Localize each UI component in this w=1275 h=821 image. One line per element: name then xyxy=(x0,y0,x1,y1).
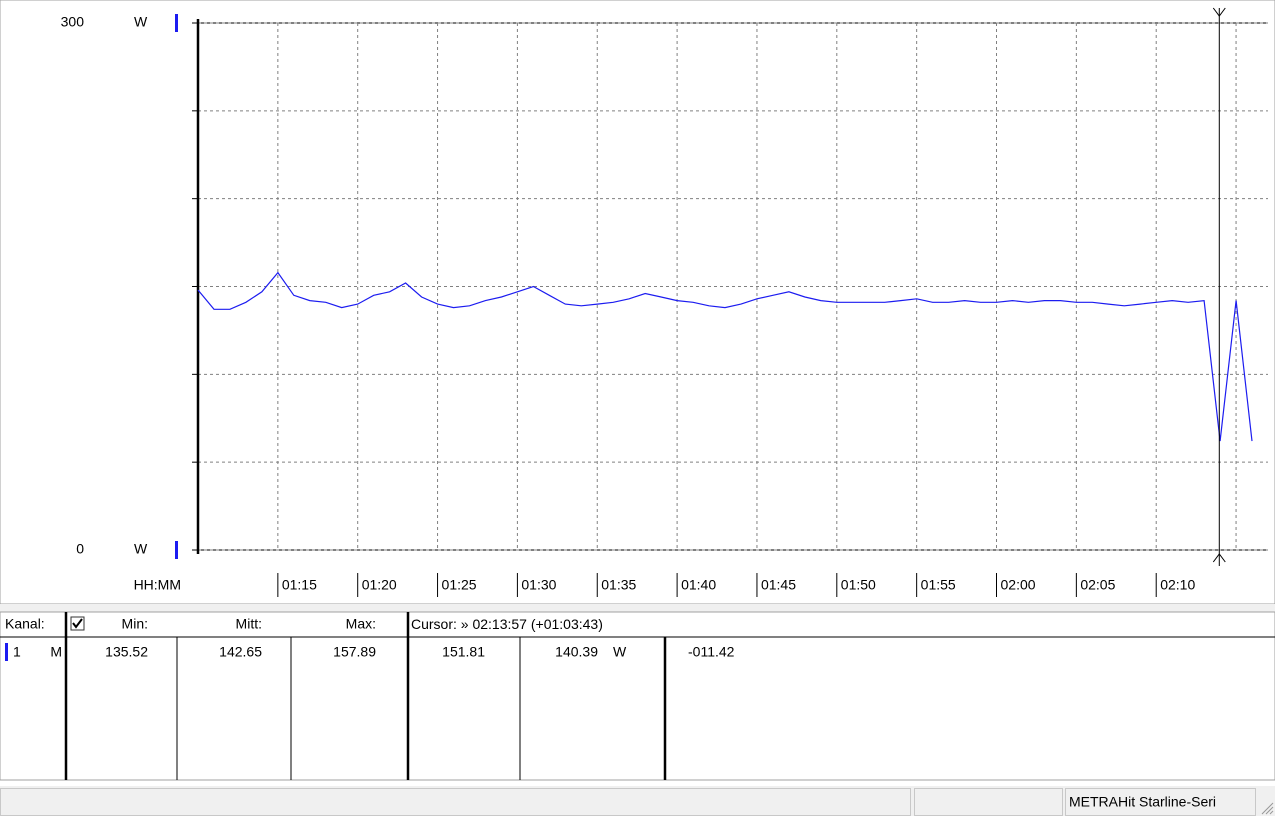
x-tick-label: 01:55 xyxy=(921,577,956,593)
resize-grip[interactable] xyxy=(1261,802,1274,815)
cursor-handle-bottom xyxy=(1212,553,1226,563)
y-tick-label: 0 xyxy=(76,541,84,557)
header-min: Min: xyxy=(122,616,148,632)
cell-max: 157.89 xyxy=(333,644,376,660)
plot: 0 W 300 W 01:15 01:20 01:25 01:30 01:35 01:40 01:4… xyxy=(61,7,1268,597)
x-tick-label: 01:20 xyxy=(362,577,397,593)
checkmark xyxy=(72,618,83,629)
y-tick-label: 300 xyxy=(61,14,85,30)
cell-mode: M xyxy=(50,644,62,660)
channel-color xyxy=(5,643,8,661)
x-tick-label: 01:35 xyxy=(601,577,636,593)
header-mean: Mitt: xyxy=(236,616,262,632)
chart-panel xyxy=(0,0,1275,605)
cell-mean: 142.65 xyxy=(219,644,262,660)
cursor-time: 02:13:57 xyxy=(472,616,527,632)
header-max: Max: xyxy=(346,616,376,632)
x-tick-label: 01:40 xyxy=(681,577,716,593)
cursor-handle-top xyxy=(1212,7,1226,17)
x-tick-label: 01:50 xyxy=(841,577,876,593)
x-tick-label: 02:10 xyxy=(1160,577,1195,593)
header-cursor: Cursor: » 02:13:57 (+01:03:43) xyxy=(411,616,603,632)
cell-unit: W xyxy=(613,644,627,660)
cell-difference: -011.42 xyxy=(688,644,735,660)
y-unit: W xyxy=(134,14,148,30)
x-axis-label: HH:MM xyxy=(134,577,181,593)
y-unit: W xyxy=(134,541,148,557)
data-line xyxy=(197,271,1253,442)
x-tick-label: 02:05 xyxy=(1080,577,1115,593)
x-tick-label: 02:00 xyxy=(1001,577,1036,593)
splitter xyxy=(0,604,1275,612)
x-tick-label: 01:45 xyxy=(761,577,796,593)
cursor-label: Cursor: » xyxy=(411,616,469,632)
cell-channel: 1 xyxy=(13,644,21,660)
x-tick-label: 01:15 xyxy=(282,577,317,593)
table: Kanal: Min: Mitt: Max: Cursor: » 02:13:5… xyxy=(0,611,1275,781)
x-tick-label: 01:25 xyxy=(442,577,477,593)
cell-value: 140.39 xyxy=(555,644,598,660)
header-channel: Kanal: xyxy=(5,616,45,632)
x-tick-label: 01:30 xyxy=(521,577,556,593)
status-device: METRAHit Starline-Seri xyxy=(1069,794,1216,810)
channel-marker xyxy=(175,14,178,32)
cell-min: 135.52 xyxy=(105,644,148,660)
cursor-offset: (+01:03:43) xyxy=(531,616,603,632)
cell-cursor-value: 151.81 xyxy=(442,644,485,660)
table-panel xyxy=(0,611,1275,781)
channel-marker xyxy=(175,541,178,559)
